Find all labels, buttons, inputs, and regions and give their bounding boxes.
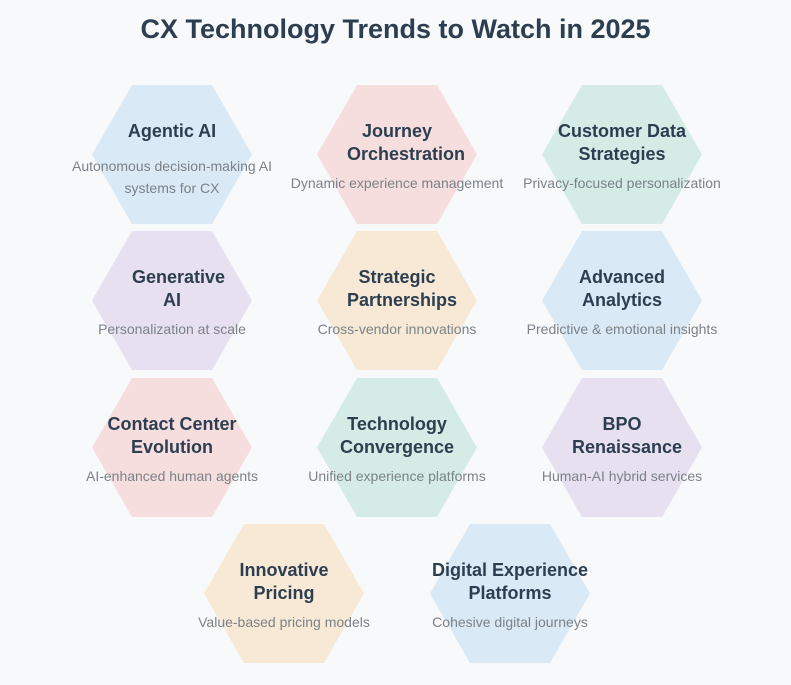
trend-card-journey-orchestration: Journey Orchestration Dynamic experience… [277,85,517,224]
trend-description: Dynamic experience management [290,175,504,191]
trend-title: Technology Convergence [339,414,455,457]
trend-title: BPO Renaissance [572,414,683,457]
page-title: CX Technology Trends to Watch in 2025 [140,14,651,44]
trend-title: Advanced Analytics [578,267,666,310]
trend-title: Innovative Pricing [239,560,329,603]
trend-title: Generative AI [132,267,226,310]
trend-card-technology-convergence: Technology Convergence Unified experienc… [277,378,517,517]
trend-description: Autonomous decision-making AI systems fo… [72,158,272,196]
trend-card-contact-center-evolution: Contact Center Evolution AI-enhanced hum… [52,378,292,517]
trend-card-advanced-analytics: Advanced Analytics Predictive & emotiona… [502,231,742,370]
trend-description: Human-AI hybrid services [541,468,703,484]
hexagon-customer-data-strategies [542,85,702,224]
hexagon-bpo-renaissance [542,378,702,517]
trend-title: Digital Experience Platforms [431,560,589,603]
trend-description: Unified experience platforms [308,468,486,484]
trend-card-bpo-renaissance: BPO Renaissance Human-AI hybrid services [502,378,742,517]
trend-title: Customer Data Strategies [557,121,687,164]
trend-description: Cross-vendor innovations [317,321,477,337]
trend-description: AI-enhanced human agents [85,468,258,484]
trend-description: Personalization at scale [98,321,246,337]
trend-card-generative-ai: Generative AI Personalization at scale [52,231,292,370]
trend-title: Contact Center Evolution [107,414,237,457]
trend-card-agentic-ai: Agentic AI Autonomous decision-making AI… [52,85,292,224]
trend-card-digital-experience-platforms: Digital Experience Platforms Cohesive di… [390,524,630,663]
trend-card-innovative-pricing: Innovative Pricing Value-based pricing m… [164,524,404,663]
trend-description: Privacy-focused personalization [523,175,721,191]
trend-description: Cohesive digital journeys [432,614,588,630]
hexagon-advanced-analytics [542,231,702,370]
hexagon-digital-experience-platforms [430,524,590,663]
hexagon-innovative-pricing [204,524,364,663]
trend-description: Predictive & emotional insights [526,321,718,337]
trend-card-strategic-partnerships: Strategic Partnerships Cross-vendor inno… [277,231,517,370]
trend-title: Agentic AI [127,121,217,141]
trend-description: Value-based pricing models [198,614,370,630]
trend-card-customer-data-strategies: Customer Data Strategies Privacy-focused… [502,85,742,224]
trend-title: Journey Orchestration [347,121,466,164]
trend-title: Strategic Partnerships [347,267,458,310]
